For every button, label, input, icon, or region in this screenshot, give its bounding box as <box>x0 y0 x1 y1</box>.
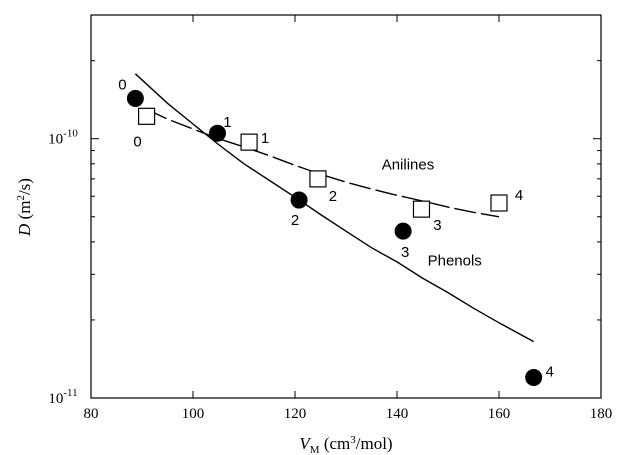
aniline-point <box>240 133 258 151</box>
phenols-fit-curve <box>134 73 535 343</box>
aniline-point <box>412 200 431 218</box>
phenol-point <box>126 89 144 107</box>
anilines-point-label: 0 <box>133 133 141 150</box>
phenols-point-label: 3 <box>401 244 409 261</box>
series-annotation: Phenols <box>428 252 482 269</box>
data-points: 0 1 2 3 4 0 1 2 3 4 <box>118 76 554 386</box>
anilines-point-label: 3 <box>433 217 441 234</box>
phenol-point <box>290 191 308 209</box>
x-tick-label: 140 <box>386 406 409 422</box>
aniline-point <box>490 194 508 212</box>
aniline-point <box>309 170 327 188</box>
phenols-point-label: 0 <box>118 76 126 93</box>
x-tick-label: 160 <box>488 406 511 422</box>
phenols-point-label: 4 <box>546 363 554 380</box>
anilines-point-label: 1 <box>261 130 269 147</box>
plot-frame <box>90 14 602 399</box>
anilines-fit-curve <box>146 108 500 218</box>
anilines-point-label: 2 <box>329 188 337 205</box>
x-axis-title: VM (cm3/mol) <box>299 434 392 455</box>
phenol-point <box>394 222 412 240</box>
x-tick-label: 120 <box>284 406 307 422</box>
y-tick-label: 10-10 <box>48 128 78 148</box>
phenol-point <box>208 124 226 142</box>
x-tick-label: 80 <box>84 406 99 422</box>
phenols-point-label: 1 <box>223 114 231 131</box>
series-annotation: Anilines <box>382 157 435 174</box>
anilines-point-label: 4 <box>515 187 523 204</box>
annotations: Anilines Phenols <box>382 157 482 270</box>
x-tick-label: 180 <box>590 406 613 422</box>
fit-curves <box>134 73 535 343</box>
phenols-point-label: 2 <box>291 212 299 229</box>
y-tick-label: 10-11 <box>48 387 77 407</box>
aniline-point <box>137 107 156 125</box>
x-tick-label: 100 <box>182 406 205 422</box>
y-axis-title: D (m2/s) <box>15 178 34 237</box>
phenol-point <box>525 368 543 386</box>
